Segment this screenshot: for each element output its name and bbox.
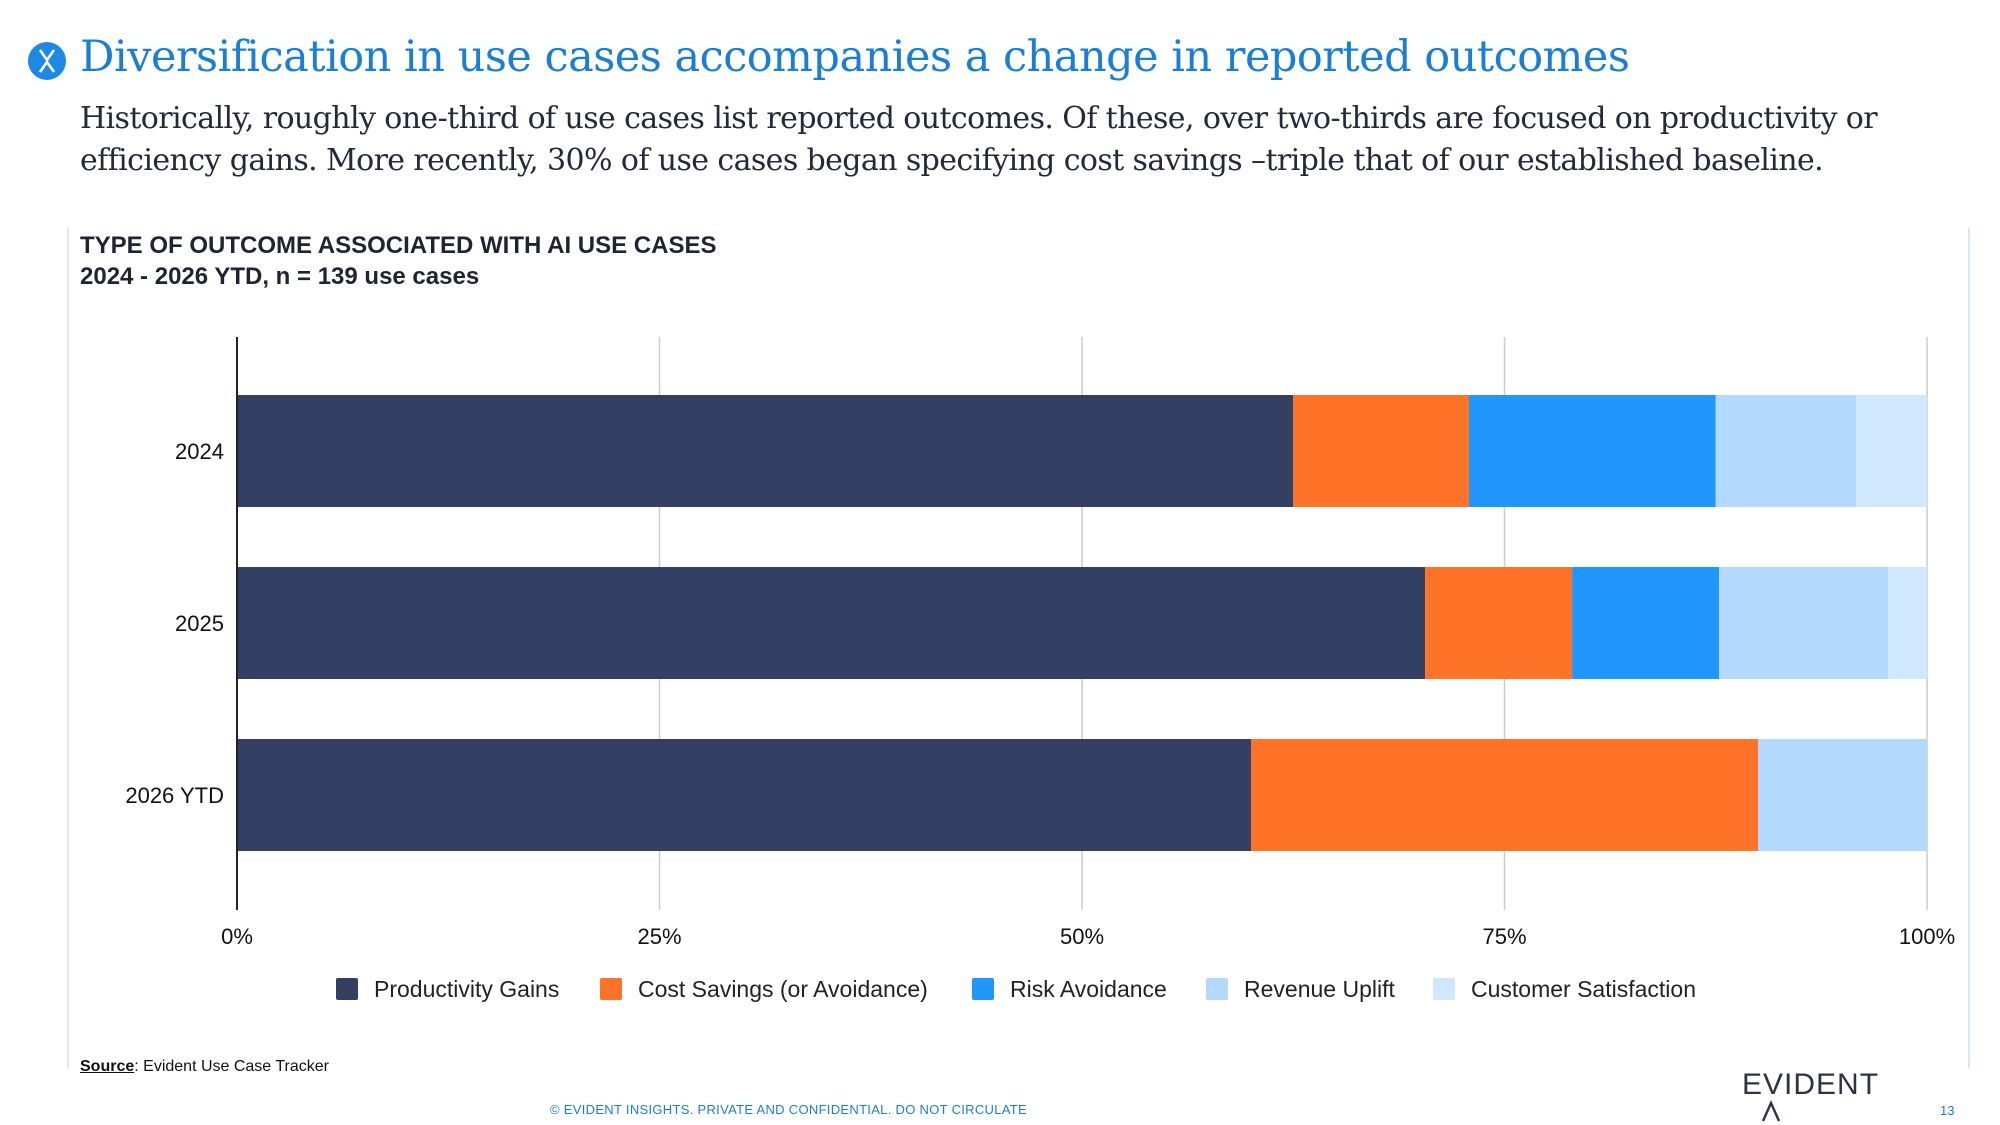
bar-customer-satisfaction-2025 [1888, 567, 1927, 679]
bar-productivity-gains-2025 [237, 567, 1426, 679]
legend-label-revenue-uplift: Revenue Uplift [1244, 976, 1395, 1002]
bar-cost-savings-or-avoidance-2026-ytd [1251, 739, 1758, 851]
bar-productivity-gains-2026-ytd [237, 739, 1251, 851]
source-note: Source: Evident Use Case Tracker [80, 1058, 329, 1076]
confidential-notice: © EVIDENT INSIGHTS. PRIVATE AND CONFIDEN… [550, 1102, 1027, 1117]
frame-right-line [1968, 228, 1970, 1068]
legend-label-risk-avoidance: Risk Avoidance [1010, 976, 1167, 1002]
page-subtitle: Historically, roughly one-third of use c… [80, 101, 1878, 178]
brand-wordmark: EVIDENT [1742, 1068, 1880, 1101]
frame-left-line [67, 228, 69, 1068]
evident-logo-icon [28, 42, 66, 80]
bar-risk-avoidance-2024 [1469, 395, 1716, 507]
category-label: 2025 [175, 611, 224, 636]
x-tick-label: 75% [1482, 924, 1526, 949]
bar-customer-satisfaction-2024 [1856, 395, 1927, 507]
chart-title: TYPE OF OUTCOME ASSOCIATED WITH AI USE C… [80, 232, 717, 259]
bar-cost-savings-or-avoidance-2024 [1293, 395, 1470, 507]
chart-title-block: TYPE OF OUTCOME ASSOCIATED WITH AI USE C… [80, 230, 716, 292]
page-number: 13 [1940, 1103, 1955, 1118]
x-tick-label: 0% [221, 924, 253, 949]
bar-revenue-uplift-2025 [1719, 567, 1889, 679]
source-text: : Evident Use Case Tracker [134, 1058, 329, 1075]
bar-revenue-uplift-2026-ytd [1758, 739, 1927, 851]
x-tick-label: 100% [1899, 924, 1955, 949]
bar-cost-savings-or-avoidance-2025 [1425, 567, 1573, 679]
legend-label-productivity-gains: Productivity Gains [374, 976, 559, 1002]
legend-swatch-customer-satisfaction [1433, 978, 1455, 1000]
bar-productivity-gains-2024 [237, 395, 1294, 507]
legend-label-customer-satisfaction: Customer Satisfaction [1471, 976, 1696, 1002]
page-title: Diversification in use cases accompanies… [80, 32, 1630, 82]
legend-swatch-productivity-gains [336, 978, 358, 1000]
legend-swatch-cost-savings-or-avoidance [600, 978, 622, 1000]
category-label: 2024 [175, 439, 224, 464]
legend-swatch-risk-avoidance [972, 978, 994, 1000]
bar-revenue-uplift-2024 [1715, 395, 1857, 507]
legend-swatch-revenue-uplift [1206, 978, 1228, 1000]
chart-subtitle: 2024 - 2026 YTD, n = 139 use cases [80, 263, 480, 290]
bar-risk-avoidance-2025 [1572, 567, 1720, 679]
category-label: 2026 YTD [125, 783, 224, 808]
x-tick-label: 50% [1060, 924, 1104, 949]
x-tick-label: 25% [637, 924, 681, 949]
caret-up-icon [1761, 1100, 1781, 1122]
source-label: Source [80, 1058, 135, 1075]
legend-label-cost-savings-or-avoidance: Cost Savings (or Avoidance) [638, 976, 928, 1002]
